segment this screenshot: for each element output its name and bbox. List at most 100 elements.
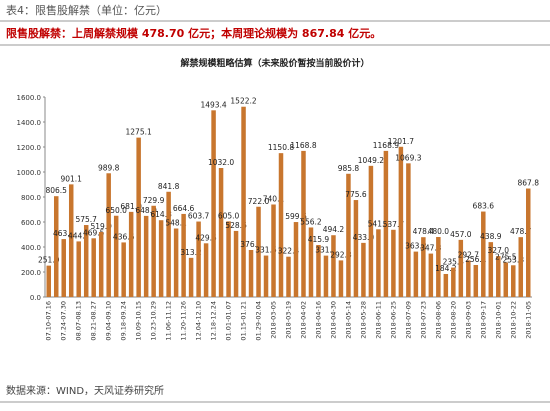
value-label: 901.1	[60, 174, 82, 183]
value-label: 519.9	[90, 222, 112, 231]
value-label: 313.2	[180, 248, 202, 257]
value-label: 1168.9	[373, 141, 399, 150]
bar	[61, 239, 66, 297]
value-label: 548.1	[165, 218, 187, 227]
value-label: 1150.8	[268, 143, 294, 152]
value-label: 184.2	[435, 264, 457, 273]
bar	[473, 264, 479, 297]
value-label: 494.2	[323, 225, 345, 234]
x-tick-label: 2018-03-05	[270, 301, 278, 339]
bar	[421, 237, 426, 297]
value-label: 438.9	[480, 232, 502, 241]
source: 数据来源：WIND，天风证券研究所	[6, 384, 164, 397]
bar	[443, 273, 449, 297]
bar	[383, 150, 389, 297]
bar	[331, 235, 336, 297]
value-label: 605.0	[218, 211, 240, 220]
x-tick-label: 08.21-08.27	[90, 301, 98, 341]
bar	[428, 253, 434, 297]
y-tick-label: 400.0	[21, 244, 41, 252]
value-label: 292.7	[458, 250, 480, 259]
bar	[398, 146, 404, 297]
x-tick-label: 07.24-07.30	[60, 301, 68, 341]
value-label: 251.0	[38, 256, 60, 265]
x-tick-label: 12.04-12.10	[195, 301, 203, 341]
value-label: 429.5	[195, 233, 217, 242]
value-label: 444.7	[68, 231, 90, 240]
bar	[53, 196, 59, 297]
x-tick-label: 10.09-10.15	[135, 301, 143, 341]
bar	[211, 110, 216, 297]
bar	[391, 229, 396, 297]
value-label: 541.5	[368, 219, 390, 228]
value-label: 327.0	[488, 246, 510, 255]
bar	[241, 106, 246, 297]
x-tick-label: 09.18-09.24	[120, 301, 128, 341]
bar	[286, 256, 291, 297]
bar	[143, 215, 149, 297]
value-label: 537.7	[383, 220, 405, 229]
y-tick-label: 200.0	[21, 269, 41, 277]
bar	[218, 168, 224, 297]
bar	[151, 205, 156, 297]
value-label: 1069.3	[395, 153, 421, 162]
x-tick-label: 2018-04-02	[299, 301, 307, 339]
header: 表4：限售股解禁（单位：亿元）	[6, 3, 167, 17]
value-label: 775.6	[345, 190, 367, 199]
x-tick-label: 2018-05-28	[359, 301, 367, 339]
x-tick-label: 2018-11-05	[524, 301, 532, 339]
bar	[346, 173, 351, 297]
x-tick-label: 2018-09-03	[464, 301, 472, 339]
value-label: 985.8	[338, 164, 360, 173]
bar	[323, 255, 329, 297]
value-label: 599.6	[285, 212, 307, 221]
value-label: 1032.0	[208, 158, 234, 167]
bar	[83, 225, 89, 297]
bar	[511, 265, 516, 297]
x-tick-label: 2018-05-14	[344, 301, 352, 339]
value-label: 806.5	[45, 186, 67, 195]
bar	[91, 238, 96, 297]
bar	[338, 260, 344, 297]
bar	[481, 211, 486, 297]
bar	[181, 213, 186, 297]
value-label: 253.8	[503, 255, 525, 264]
bar	[413, 251, 419, 297]
bar	[76, 241, 81, 297]
bar	[406, 163, 411, 297]
value-label: 457.0	[450, 230, 472, 239]
x-tick-label: 2018-08-20	[449, 301, 457, 339]
value-label: 528.6	[225, 221, 247, 230]
x-tick-label: 12.18-12.24	[210, 301, 218, 341]
value-label: 722.0	[248, 197, 270, 206]
bar	[368, 165, 374, 297]
bar	[46, 265, 51, 297]
bar	[278, 153, 284, 297]
value-label: 614.3	[150, 210, 172, 219]
value-label: 989.8	[98, 163, 120, 172]
value-label: 478.7	[510, 227, 532, 236]
y-tick-label: 1200.0	[17, 144, 42, 152]
bar	[458, 239, 464, 297]
x-tick-label: 2018-10-01	[494, 301, 502, 339]
value-label: 1522.2	[230, 97, 256, 106]
y-tick-label: 1400.0	[17, 119, 42, 127]
value-label: 575.7	[75, 215, 97, 224]
value-label: 433.0	[353, 233, 375, 242]
value-label: 275.5	[495, 253, 517, 262]
value-label: 463.4	[53, 229, 75, 238]
value-label: 415.9	[308, 235, 330, 244]
bar	[271, 204, 276, 297]
x-tick-label: 01.01-01.07	[225, 301, 233, 341]
value-label: 347.3	[420, 244, 442, 253]
bar	[106, 173, 111, 297]
banner: 限售股解禁：上周解禁规模 478.70 亿元；本周理论规模为 867.84 亿元…	[6, 26, 381, 40]
bar	[113, 215, 119, 297]
bar	[293, 222, 299, 297]
bar	[203, 243, 209, 297]
value-label: 1201.7	[388, 137, 414, 146]
bar	[226, 221, 231, 297]
bar	[188, 257, 194, 297]
